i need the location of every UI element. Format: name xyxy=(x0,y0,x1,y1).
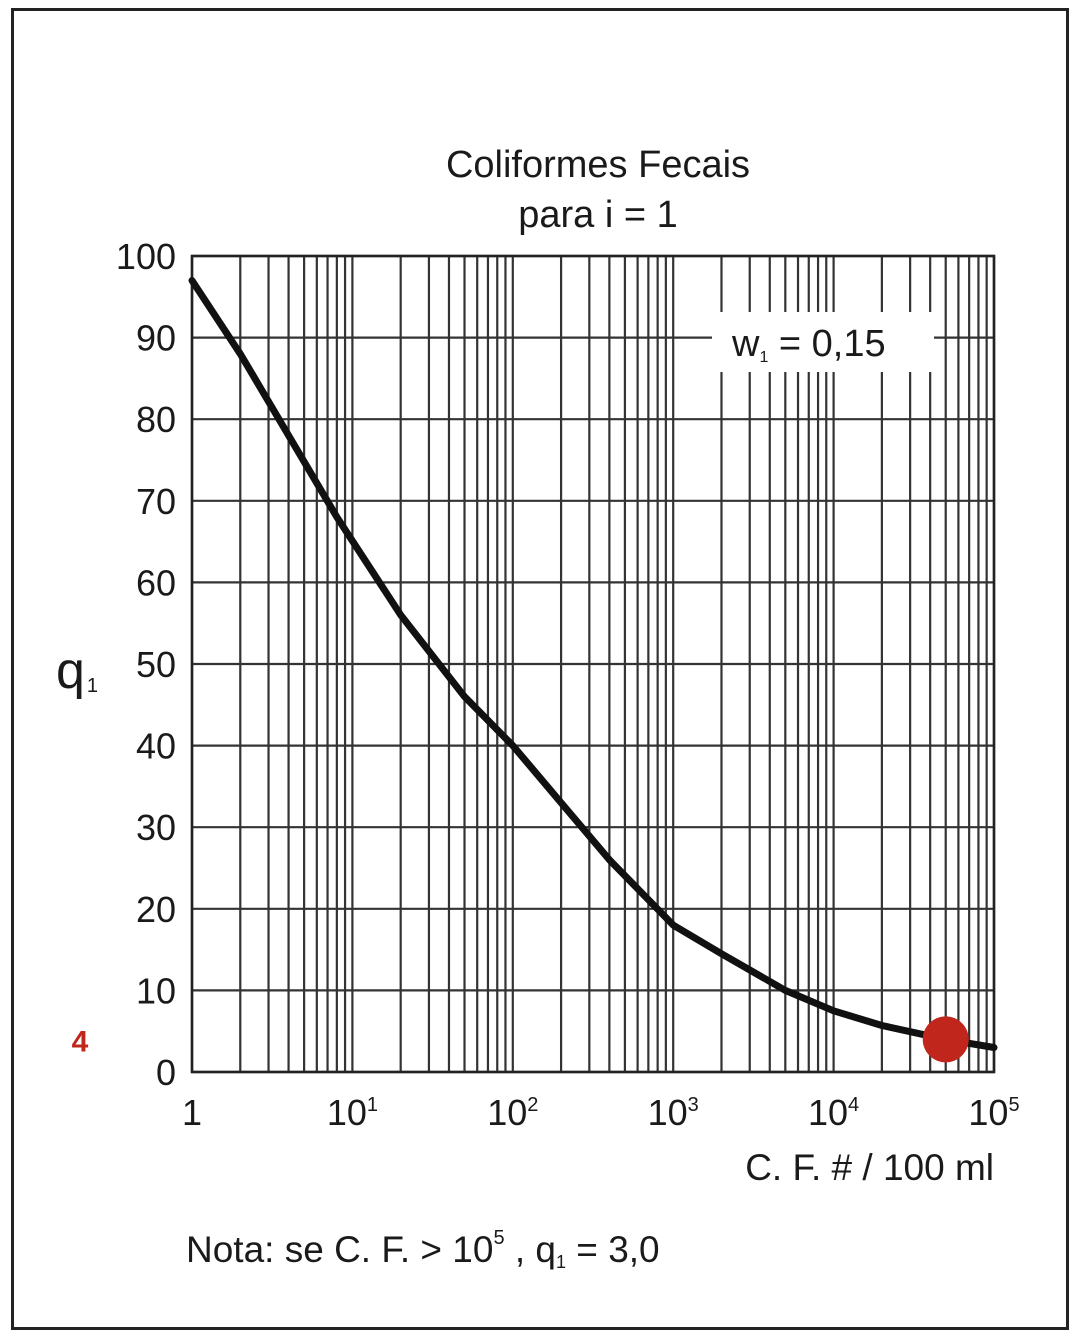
marker-label: 4 xyxy=(72,1025,89,1058)
chart-title-line2: para i = 1 xyxy=(518,194,678,236)
x-tick-base: 10 xyxy=(487,1092,527,1133)
note-mid: , q xyxy=(505,1229,556,1270)
chart-frame xyxy=(11,8,1069,1330)
y-tick-label: 60 xyxy=(136,562,176,603)
annotation-box: w1 = 0,15 xyxy=(712,312,934,372)
y-tick-label: 50 xyxy=(136,644,176,685)
y-tick-label: 20 xyxy=(136,889,176,930)
x-tick-label: 103 xyxy=(648,1092,699,1133)
x-tick-label: 101 xyxy=(327,1092,378,1133)
chart-title-line1: Coliformes Fecais xyxy=(446,144,750,186)
y-tick-label: 80 xyxy=(136,399,176,440)
x-tick-exp: 5 xyxy=(1008,1094,1019,1116)
y-tick-label: 70 xyxy=(136,481,176,522)
x-tick-base: 10 xyxy=(327,1092,367,1133)
x-tick-base: 1 xyxy=(182,1092,202,1133)
x-tick-base: 10 xyxy=(648,1092,688,1133)
x-tick-label: 105 xyxy=(968,1092,1019,1133)
annotation-bg xyxy=(712,312,934,372)
x-tick-label: 1 xyxy=(182,1092,202,1133)
y-tick-label: 10 xyxy=(136,970,176,1011)
x-tick-exp: 2 xyxy=(527,1094,538,1116)
annotation-text: w1 = 0,15 xyxy=(731,323,886,366)
marker-dot xyxy=(922,1016,969,1063)
y-tick-label: 0 xyxy=(156,1052,176,1093)
x-tick-exp: 3 xyxy=(688,1094,699,1116)
x-axis-label: C. F. # / 100 ml xyxy=(745,1147,994,1188)
note-prefix: Nota: se C. F. > 10 xyxy=(186,1229,493,1270)
y-tick-label: 30 xyxy=(136,807,176,848)
x-tick-base: 10 xyxy=(968,1092,1008,1133)
x-tick-exp: 4 xyxy=(848,1094,859,1116)
y-tick-label: 40 xyxy=(136,726,176,767)
grid xyxy=(190,254,996,1074)
note: Nota: se C. F. > 105 , q1 = 3,0 xyxy=(186,1227,660,1272)
y-tick-label: 90 xyxy=(136,318,176,359)
x-tick-label: 102 xyxy=(487,1092,538,1133)
curve xyxy=(188,277,998,1051)
x-tick-exp: 1 xyxy=(367,1094,378,1116)
x-tick-base: 10 xyxy=(808,1092,848,1133)
marker: 4 xyxy=(72,1016,969,1063)
x-tick-label: 104 xyxy=(808,1092,859,1133)
note-sup: 5 xyxy=(493,1227,504,1249)
note-suffix: = 3,0 xyxy=(566,1229,660,1270)
annotation-suffix: = 0,15 xyxy=(768,323,885,365)
series-line xyxy=(188,277,998,1051)
y-tick-label: 100 xyxy=(116,236,176,277)
annotation-sub: 1 xyxy=(759,349,768,366)
annotation-prefix: w xyxy=(731,323,760,365)
note-sub: 1 xyxy=(556,1252,566,1272)
plot-border xyxy=(190,254,996,1074)
